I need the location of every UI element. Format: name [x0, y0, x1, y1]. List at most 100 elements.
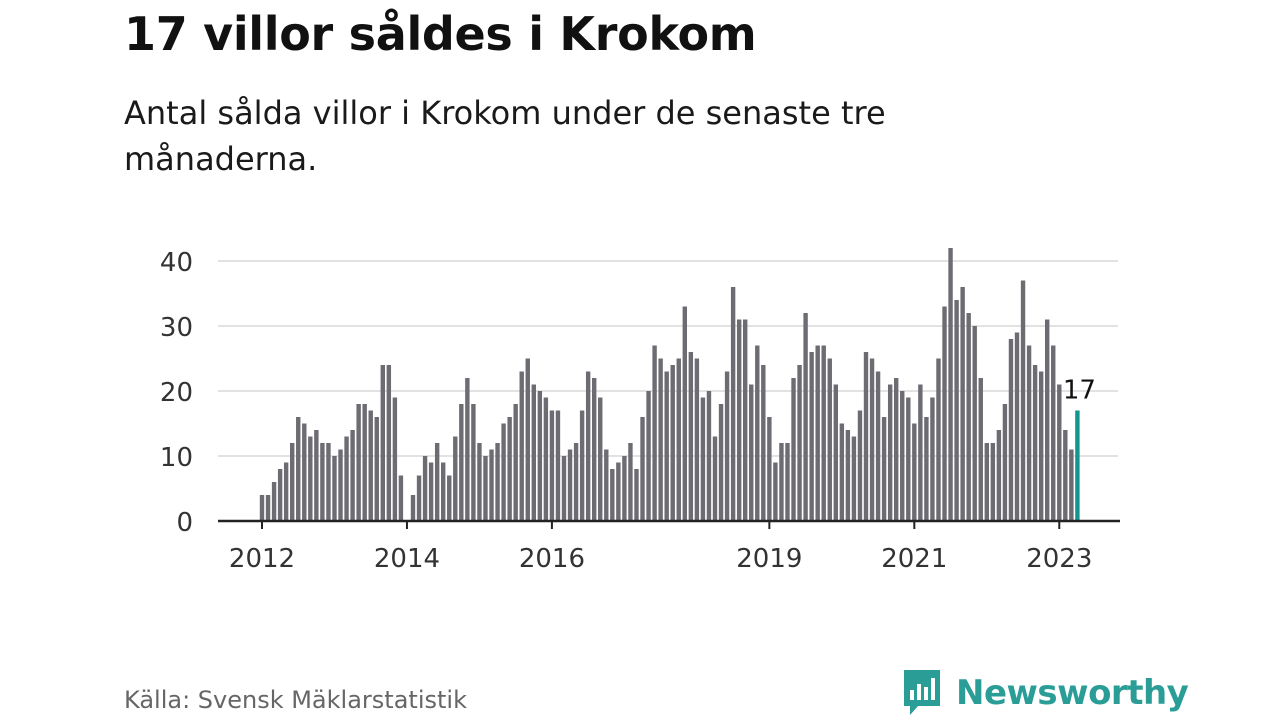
bar — [1020, 280, 1026, 521]
bar — [845, 430, 851, 521]
bar — [749, 384, 754, 521]
bar — [918, 384, 923, 521]
bar — [906, 397, 911, 521]
bar — [869, 358, 875, 521]
bar — [1063, 430, 1068, 521]
bar — [803, 313, 808, 521]
bar — [326, 443, 331, 521]
bar-latest — [1075, 410, 1080, 521]
bar — [477, 443, 482, 521]
bar — [362, 404, 367, 521]
bar — [434, 443, 440, 521]
bar — [314, 430, 319, 521]
bar — [833, 384, 838, 521]
newsworthy-logo-icon — [904, 670, 940, 715]
bar — [755, 345, 760, 521]
bar — [1057, 384, 1062, 521]
bar — [736, 319, 742, 521]
bar — [954, 300, 959, 521]
bar — [863, 352, 869, 521]
bar — [664, 371, 669, 521]
bar — [428, 462, 434, 521]
bar — [1032, 365, 1038, 521]
y-tick-label-0: 0 — [176, 508, 193, 538]
bar — [447, 475, 452, 521]
bar — [785, 443, 790, 521]
bar — [537, 391, 543, 521]
bar — [857, 410, 863, 521]
bar — [579, 410, 585, 521]
bar — [791, 378, 796, 521]
bar — [724, 371, 730, 521]
bar — [422, 456, 428, 521]
bar — [827, 358, 832, 521]
bar — [465, 378, 470, 521]
bar — [501, 423, 506, 521]
bar — [308, 436, 313, 521]
bar — [495, 443, 500, 521]
bar — [930, 397, 935, 521]
bar — [851, 436, 857, 521]
bar — [622, 456, 627, 521]
bar — [730, 287, 736, 521]
bar — [592, 378, 597, 521]
bar — [555, 410, 561, 521]
bar — [682, 306, 687, 521]
bar — [815, 345, 820, 521]
bar — [628, 443, 633, 521]
latest-value-label: 17 — [1063, 376, 1096, 406]
bar — [894, 378, 899, 521]
bar — [283, 462, 289, 521]
bar — [1038, 371, 1044, 521]
x-tick-label-2023: 2023 — [1026, 544, 1092, 574]
bar — [507, 417, 512, 521]
y-tick-label-40: 40 — [160, 248, 193, 278]
bar — [290, 443, 295, 521]
bar — [616, 462, 621, 521]
bar — [604, 449, 609, 521]
bar — [712, 436, 718, 521]
bar — [670, 365, 675, 521]
bar — [881, 417, 887, 521]
bar — [875, 371, 881, 521]
bar — [640, 417, 645, 521]
bar — [779, 443, 784, 521]
bar — [706, 391, 712, 521]
bar — [356, 404, 361, 521]
bar — [761, 365, 766, 521]
bar — [277, 469, 283, 521]
y-tick-label-30: 30 — [160, 313, 193, 343]
bar — [332, 456, 337, 521]
bar — [718, 404, 724, 521]
bar — [259, 495, 265, 521]
bar — [344, 436, 349, 521]
bar — [1069, 449, 1074, 521]
bar — [489, 449, 494, 521]
bar — [410, 495, 416, 521]
bar — [525, 358, 530, 521]
bar — [585, 371, 591, 521]
bar — [809, 352, 814, 521]
bar — [549, 410, 555, 521]
bar — [543, 397, 549, 521]
bar — [1026, 345, 1032, 521]
bar — [1045, 319, 1050, 521]
bar — [900, 391, 905, 521]
bar-chart: 0 10 20 30 40 2012 2014 2016 2019 2021 2023 17 — [160, 248, 1120, 574]
bar — [271, 482, 277, 521]
bar — [386, 365, 392, 521]
bar — [676, 358, 681, 521]
source-note: Källa: Svensk Mäklarstatistik — [124, 686, 467, 714]
bar — [374, 417, 379, 521]
x-tick-label-2021: 2021 — [881, 544, 947, 574]
bar — [265, 495, 271, 521]
bar — [392, 397, 398, 521]
brand-name: Newsworthy — [956, 673, 1189, 713]
bar — [453, 436, 458, 521]
bar — [700, 397, 706, 521]
bar — [773, 462, 778, 521]
bar — [942, 306, 947, 521]
bar — [416, 475, 422, 521]
bar — [296, 417, 301, 521]
bar — [634, 469, 639, 521]
